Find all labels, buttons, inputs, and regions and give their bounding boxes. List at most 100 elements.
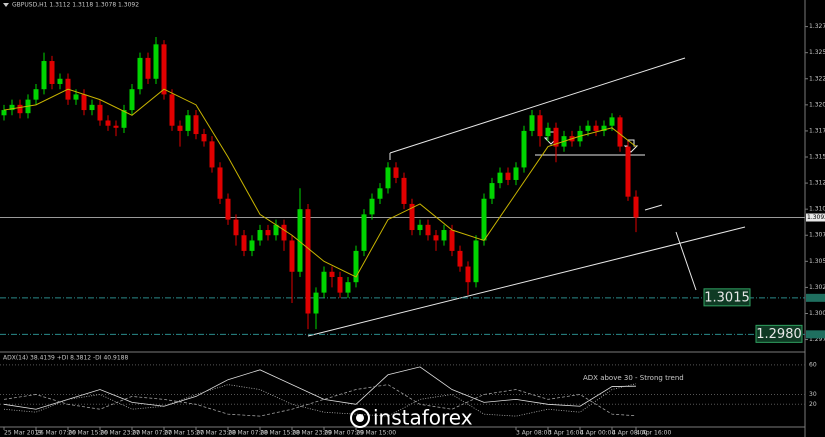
candle-body [97, 104, 103, 121]
candle-body [417, 224, 423, 231]
candle-body [121, 110, 127, 128]
logo-icon [356, 414, 364, 422]
candle-body [633, 196, 639, 218]
candle-body [257, 230, 263, 241]
candle-body [481, 198, 487, 241]
x-tick-label: 28 Mar 07:00 [228, 430, 268, 437]
candle-body [409, 203, 415, 231]
candle-body [233, 219, 239, 236]
candle-body [625, 146, 631, 197]
candle-body [553, 127, 559, 147]
indicator-title: ADX(14) 38.4139 +DI 8.3812 -DI 40.9188 [3, 355, 128, 362]
y-tick-label: 1.3225 [809, 75, 825, 82]
candle-body [209, 141, 215, 168]
candle-body [601, 125, 607, 131]
candle-body [1, 110, 7, 116]
axis-level-box [806, 330, 825, 339]
y-tick-label: 1.3150 [809, 154, 825, 161]
candle-body [545, 127, 551, 137]
candle-body [273, 224, 279, 236]
candle-body [617, 117, 623, 147]
level-label-box [755, 324, 803, 343]
x-tick-label: 3 Apr 16:00 [548, 430, 583, 437]
projection-start [644, 204, 663, 211]
y-tick-label: 1.3000 [809, 310, 825, 317]
candle-body [385, 167, 391, 189]
candle-body [425, 224, 431, 236]
candle-body [529, 115, 535, 131]
candle-body [9, 104, 15, 111]
candle-body [433, 235, 439, 241]
x-tick-label: 26 Mar 07:00 [36, 430, 76, 437]
candle-body [137, 57, 143, 90]
candle-body [41, 61, 47, 90]
indicator-tick-label: 60 [809, 361, 817, 368]
candle-body [81, 94, 87, 111]
x-tick-label: 29 Mar 15:00 [356, 430, 396, 437]
candle-body [33, 89, 39, 100]
y-tick-label: 1.3250 [809, 49, 825, 56]
candle-body [505, 172, 511, 180]
indicator-line [3, 366, 637, 410]
candle-body [265, 230, 271, 236]
logo: instaforex [350, 406, 473, 430]
candle-body [497, 172, 503, 184]
candle-body [217, 167, 223, 199]
candle-body [457, 250, 463, 267]
y-tick-label: 1.3075 [809, 232, 825, 239]
x-tick-label: 26 Mar 15:00 [68, 430, 108, 437]
x-tick-label: 3 Apr 08:00 [516, 430, 551, 437]
candle-body [185, 115, 191, 131]
indicator-line [3, 383, 637, 417]
candle-body [89, 104, 95, 111]
candle-body [281, 224, 287, 241]
candle-body [345, 282, 351, 293]
axis-level-box [806, 293, 825, 302]
candle-body [521, 130, 527, 168]
candle-body [177, 125, 183, 131]
logo-icon [350, 408, 370, 428]
candle-body [489, 183, 495, 199]
candle-body [353, 250, 359, 283]
candle-body [17, 104, 23, 114]
indicator-tick-label: 20 [809, 401, 817, 408]
candle-body [169, 94, 175, 126]
candle-body [393, 167, 399, 178]
candle-body [73, 94, 79, 100]
candle-body [105, 120, 111, 126]
candle-body [377, 188, 383, 199]
candle-body [305, 209, 311, 314]
logo-text: instaforex [373, 406, 473, 430]
current-price-label: 1.3092 [807, 214, 825, 221]
x-tick-label: 27 Mar 23:00 [196, 430, 236, 437]
candle-body [225, 198, 231, 220]
candle-body [329, 271, 335, 277]
candle-body [145, 57, 151, 79]
candle-body [449, 230, 455, 251]
candle-body [153, 44, 159, 79]
x-tick-label: 27 Mar 15:00 [164, 430, 204, 437]
current-price-box [806, 213, 825, 222]
y-tick-label: 1.3025 [809, 284, 825, 291]
candle-body [49, 61, 55, 84]
candle-body [313, 292, 319, 314]
channel-lower [307, 226, 746, 337]
x-tick-label: 25 Mar 2019 [4, 430, 42, 437]
candle-body [361, 214, 367, 251]
y-tick-label: 1.2975 [809, 336, 825, 343]
y-tick-label: 1.3200 [809, 101, 825, 108]
candle-body [337, 276, 343, 293]
level-label: 1.3015 [704, 290, 750, 305]
candle-body [401, 177, 407, 204]
candle-body [585, 125, 591, 131]
y-tick-label: 1.3175 [809, 127, 825, 134]
candle-body [513, 167, 519, 180]
candle-body [161, 44, 167, 95]
candle-body [465, 266, 471, 283]
candle-body [129, 89, 135, 111]
candle-body [609, 117, 615, 126]
level-label: 1.2980 [756, 327, 802, 342]
y-tick-label: 1.3125 [809, 180, 825, 187]
indicator-tick-label: 30 [809, 391, 817, 398]
